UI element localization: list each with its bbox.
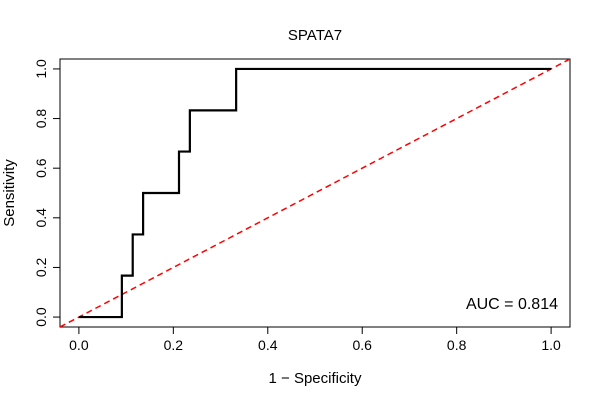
x-tick-label: 0.6: [352, 337, 372, 353]
y-tick-label: 0.2: [33, 258, 49, 278]
y-tick-label: 0.8: [33, 109, 49, 129]
y-axis-label: Sensitivity: [1, 159, 18, 227]
plot-frame: [59, 58, 571, 328]
roc-curve: [78, 67, 552, 319]
series-layer: [60, 59, 570, 327]
chart-title: SPATA7: [288, 27, 342, 44]
x-tick-label: 0.8: [447, 337, 467, 353]
x-tick-label: 0.2: [164, 337, 184, 353]
auc-annotation: AUC = 0.814: [466, 296, 558, 313]
x-tick-label: 0.0: [69, 337, 89, 353]
y-tick-label: 0.0: [33, 307, 49, 327]
x-axis-label: 1 − Specificity: [269, 370, 362, 387]
x-axis: 0.0 0.2 0.4 0.6 0.8 1.0: [69, 326, 561, 353]
x-tick-label: 0.4: [258, 337, 278, 353]
y-tick-label: 0.4: [33, 208, 49, 228]
x-tick-label: 1.0: [541, 337, 561, 353]
reference-diagonal-line: [60, 59, 570, 327]
y-tick-label: 0.6: [33, 158, 49, 178]
y-axis: 0.0 0.2 0.4 0.6 0.8 1.0: [33, 59, 61, 327]
y-tick-label: 1.0: [33, 59, 49, 79]
